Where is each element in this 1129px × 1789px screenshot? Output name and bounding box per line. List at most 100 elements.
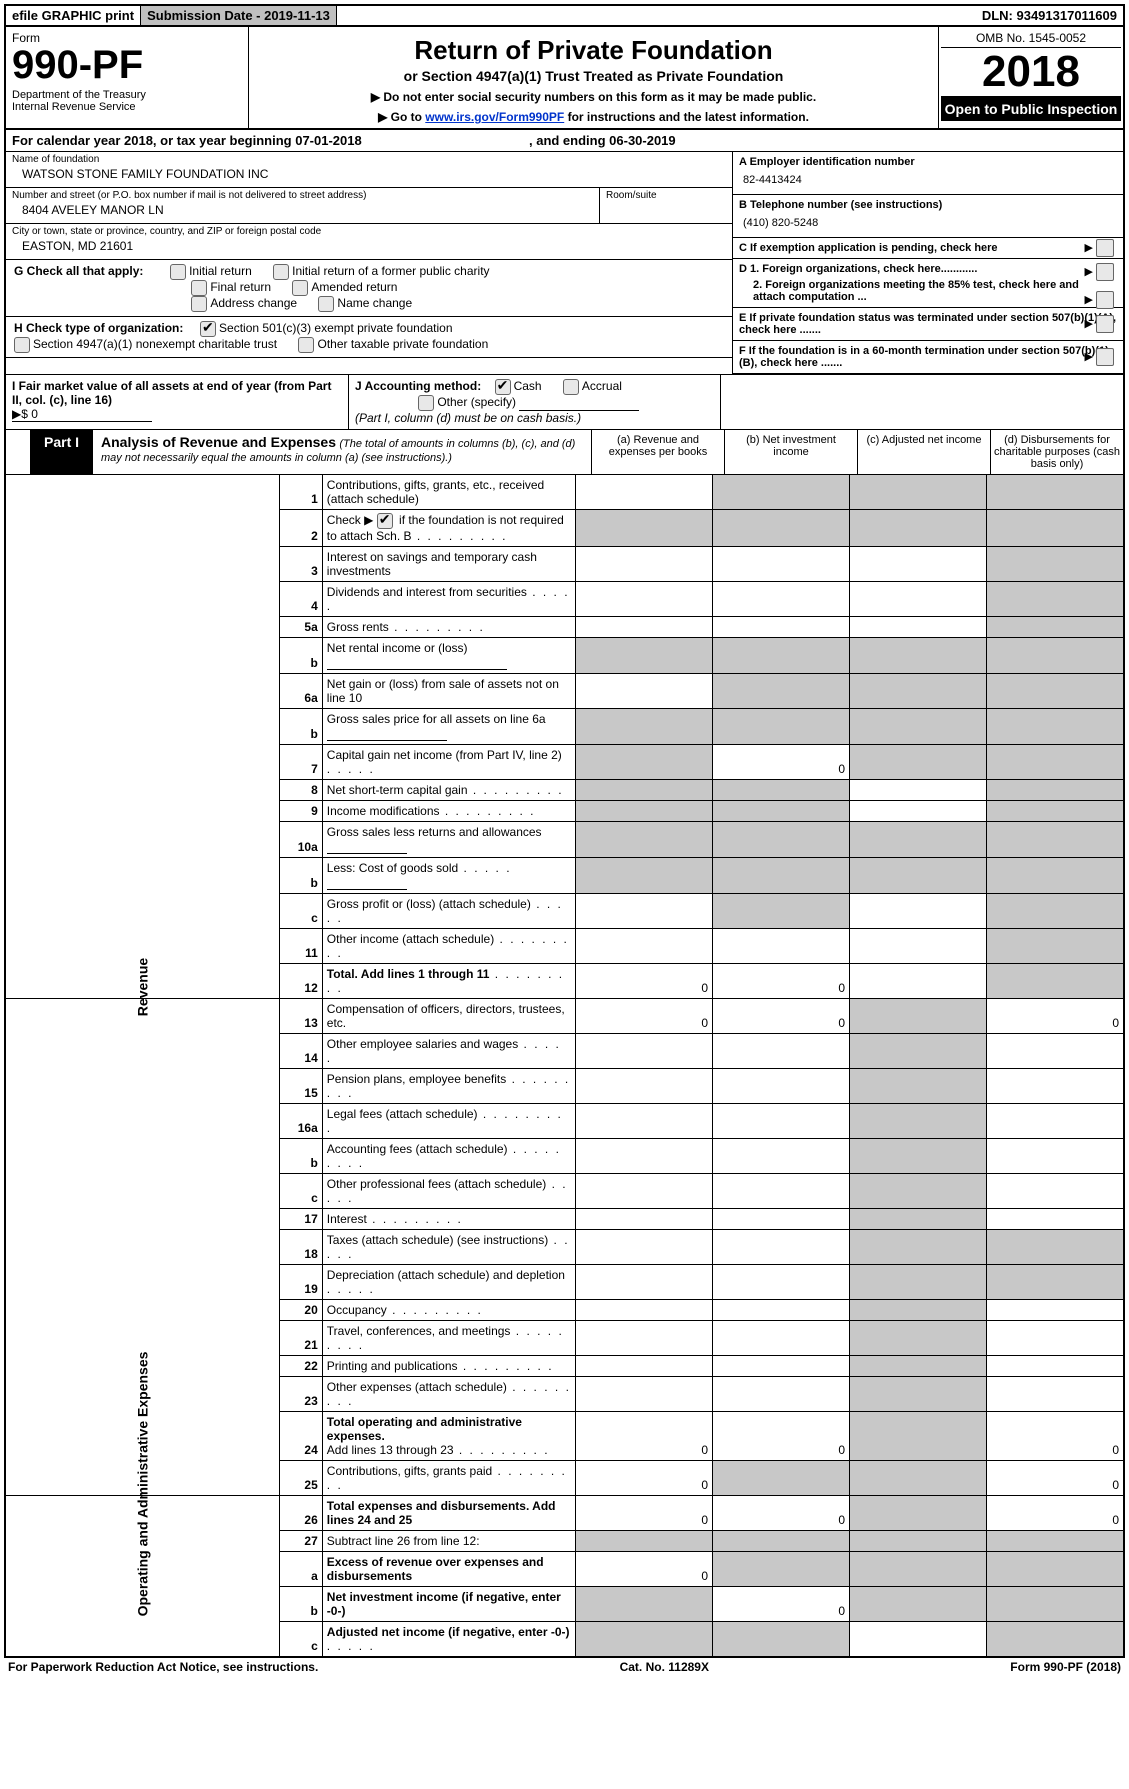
city-label: City or town, state or province, country… bbox=[12, 226, 726, 237]
g-section: G Check all that apply: Initial return I… bbox=[6, 260, 732, 317]
r8-desc: Net short-term capital gain bbox=[322, 780, 575, 801]
j-label: J Accounting method: bbox=[355, 379, 481, 393]
b-label: B Telephone number (see instructions) bbox=[739, 199, 942, 211]
r25-desc: Contributions, gifts, grants paid bbox=[322, 1461, 575, 1496]
checkbox-amended[interactable] bbox=[292, 280, 308, 296]
g1-label: Initial return bbox=[189, 264, 252, 278]
d-cell: D 1. Foreign organizations, check here..… bbox=[733, 259, 1123, 308]
checkbox-d1[interactable] bbox=[1096, 263, 1114, 281]
note-2: ▶ Go to www.irs.gov/Form990PF for instru… bbox=[255, 110, 932, 124]
part1-title-cell: Analysis of Revenue and Expenses (The to… bbox=[93, 430, 592, 474]
checkbox-f[interactable] bbox=[1096, 348, 1114, 366]
note-1: ▶ Do not enter social security numbers o… bbox=[255, 90, 932, 104]
checkbox-sch-b[interactable] bbox=[377, 513, 393, 529]
r18-desc: Taxes (attach schedule) (see instruction… bbox=[322, 1230, 575, 1265]
r13-desc: Compensation of officers, directors, tru… bbox=[322, 999, 575, 1034]
footer-left: For Paperwork Reduction Act Notice, see … bbox=[8, 1660, 318, 1674]
part1-header: Part I Analysis of Revenue and Expenses … bbox=[6, 430, 1123, 475]
r21-desc: Travel, conferences, and meetings bbox=[322, 1321, 575, 1356]
phone-value: (410) 820-5248 bbox=[739, 211, 1117, 233]
r2-num: 2 bbox=[279, 510, 322, 547]
checkbox-501c3[interactable] bbox=[200, 321, 216, 337]
checkbox-e[interactable] bbox=[1096, 315, 1114, 333]
checkbox-addr-change[interactable] bbox=[191, 296, 207, 312]
d1-label: D 1. Foreign organizations, check here..… bbox=[739, 263, 977, 275]
header-left: Form 990-PF Department of the Treasury I… bbox=[6, 27, 249, 128]
city-cell: City or town, state or province, country… bbox=[6, 224, 732, 260]
r1-num: 1 bbox=[279, 475, 322, 510]
checkbox-4947a1[interactable] bbox=[14, 337, 30, 353]
col-b-header: (b) Net investment income bbox=[725, 430, 858, 474]
cal-begin: For calendar year 2018, or tax year begi… bbox=[12, 133, 362, 148]
checkbox-other-taxable[interactable] bbox=[298, 337, 314, 353]
checkbox-accrual[interactable] bbox=[563, 379, 579, 395]
col-a-header: (a) Revenue and expenses per books bbox=[592, 430, 725, 474]
r27b-desc: Net investment income (if negative, ente… bbox=[322, 1587, 575, 1622]
r3-desc: Interest on savings and temporary cash i… bbox=[322, 547, 575, 582]
checkbox-initial-public[interactable] bbox=[273, 264, 289, 280]
d2-label: 2. Foreign organizations meeting the 85%… bbox=[753, 279, 1079, 303]
form-title: Return of Private Foundation bbox=[255, 35, 932, 66]
r27c-desc: Adjusted net income (if negative, enter … bbox=[322, 1622, 575, 1657]
h3-label: Other taxable private foundation bbox=[317, 337, 488, 351]
r10c-desc: Gross profit or (loss) (attach schedule) bbox=[322, 894, 575, 929]
tax-year: 2018 bbox=[941, 48, 1121, 97]
note2-post: for instructions and the latest informat… bbox=[564, 110, 809, 124]
cal-end: , and ending 06-30-2019 bbox=[529, 133, 676, 148]
r22-desc: Printing and publications bbox=[322, 1356, 575, 1377]
header-mid: Return of Private Foundation or Section … bbox=[249, 27, 938, 128]
checkbox-final-return[interactable] bbox=[191, 280, 207, 296]
checkbox-d2[interactable] bbox=[1096, 291, 1114, 309]
addr-label: Number and street (or P.O. box number if… bbox=[12, 190, 593, 201]
j-cell: J Accounting method: Cash Accrual Other … bbox=[349, 375, 721, 429]
r6a-desc: Net gain or (loss) from sale of assets n… bbox=[322, 674, 575, 709]
entity-block: Name of foundation WATSON STONE FAMILY F… bbox=[6, 152, 1123, 375]
efile-label: efile GRAPHIC print bbox=[6, 6, 141, 25]
irs-link[interactable]: www.irs.gov/Form990PF bbox=[425, 110, 564, 124]
row-1: Revenue 1 Contributions, gifts, grants, … bbox=[6, 475, 1123, 510]
row-27c: cAdjusted net income (if negative, enter… bbox=[6, 1622, 1123, 1657]
r16a-desc: Legal fees (attach schedule) bbox=[322, 1104, 575, 1139]
j2-label: Accrual bbox=[582, 379, 622, 393]
h-section: H Check type of organization: Section 50… bbox=[6, 317, 732, 358]
c-cell: C If exemption application is pending, c… bbox=[733, 238, 1123, 259]
calendar-year-row: For calendar year 2018, or tax year begi… bbox=[6, 130, 1123, 152]
part1-table: Revenue 1 Contributions, gifts, grants, … bbox=[6, 475, 1123, 1656]
r2-desc: Check ▶ if the foundation is not require… bbox=[322, 510, 575, 547]
checkbox-initial-return[interactable] bbox=[170, 264, 186, 280]
checkbox-name-change[interactable] bbox=[318, 296, 334, 312]
city-value: EASTON, MD 21601 bbox=[12, 237, 726, 257]
omb-number: OMB No. 1545-0052 bbox=[941, 29, 1121, 48]
entity-left: Name of foundation WATSON STONE FAMILY F… bbox=[6, 152, 733, 374]
name-cell: Name of foundation WATSON STONE FAMILY F… bbox=[6, 152, 732, 188]
checkbox-cash[interactable] bbox=[495, 379, 511, 395]
checkbox-c[interactable] bbox=[1096, 239, 1114, 257]
r16c-desc: Other professional fees (attach schedule… bbox=[322, 1174, 575, 1209]
footer-right: Form 990-PF (2018) bbox=[1010, 1660, 1121, 1674]
top-bar: efile GRAPHIC print Submission Date - 20… bbox=[6, 6, 1123, 27]
dln-label: DLN: 93491317011609 bbox=[976, 6, 1123, 25]
g2-label: Initial return of a former public charit… bbox=[292, 264, 489, 278]
a-label: A Employer identification number bbox=[739, 156, 915, 168]
i-label: I Fair market value of all assets at end… bbox=[12, 379, 331, 407]
part1-title: Analysis of Revenue and Expenses bbox=[101, 434, 336, 450]
checkbox-other-method[interactable] bbox=[418, 395, 434, 411]
open-inspection: Open to Public Inspection bbox=[941, 97, 1121, 121]
row-13: Operating and Administrative Expenses 13… bbox=[6, 999, 1123, 1034]
r24-desc: Total operating and administrative expen… bbox=[322, 1412, 575, 1461]
header-right: OMB No. 1545-0052 2018 Open to Public In… bbox=[938, 27, 1123, 128]
row-26: 26Total expenses and disbursements. Add … bbox=[6, 1496, 1123, 1531]
r14-desc: Other employee salaries and wages bbox=[322, 1034, 575, 1069]
r17-desc: Interest bbox=[322, 1209, 575, 1230]
a-cell: A Employer identification number 82-4413… bbox=[733, 152, 1123, 195]
r15-desc: Pension plans, employee benefits bbox=[322, 1069, 575, 1104]
note2-pre: ▶ Go to bbox=[378, 110, 425, 124]
h2-label: Section 4947(a)(1) nonexempt charitable … bbox=[33, 337, 277, 351]
form-number: 990-PF bbox=[12, 45, 242, 85]
g4-label: Amended return bbox=[311, 280, 397, 294]
dept-label: Department of the Treasury Internal Reve… bbox=[12, 89, 242, 113]
expenses-side-label: Operating and Administrative Expenses bbox=[134, 1352, 150, 1617]
revenue-side-label: Revenue bbox=[134, 855, 150, 1120]
f-cell-dup bbox=[721, 375, 1123, 429]
r16b-desc: Accounting fees (attach schedule) bbox=[322, 1139, 575, 1174]
